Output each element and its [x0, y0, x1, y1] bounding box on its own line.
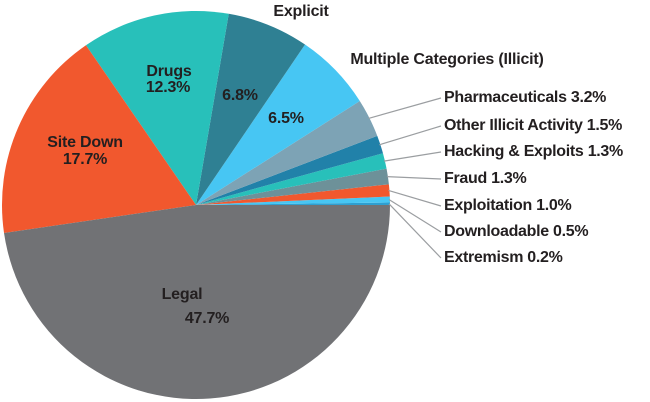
callout-other-illicit-activity: Other Illicit Activity 1.5%	[444, 115, 622, 137]
multiple-categories-slice-title: Multiple Categories (Illicit)	[350, 51, 544, 69]
explicit-slice-title: Explicit	[273, 3, 329, 21]
callout-hacking-exploits: Hacking & Exploits 1.3%	[444, 141, 623, 163]
callout-label: Extremism	[444, 249, 524, 266]
site-down-slice-value: 17.7%	[62, 151, 108, 169]
leader-line-hacking-exploits	[383, 151, 442, 162]
pharmaceuticals-slice	[196, 101, 378, 205]
callout-value: 1.5%	[586, 117, 623, 134]
callout-extremism: Extremism 0.2%	[444, 247, 563, 269]
callout-value: 0.5%	[553, 223, 589, 240]
downloadable-slice	[196, 196, 390, 205]
explicit-slice-value: 6.8%	[222, 87, 258, 105]
callout-exploitation: Exploitation 1.0%	[444, 195, 572, 217]
hacking-exploits-slice	[196, 153, 387, 205]
legal-slice	[4, 205, 391, 400]
callout-label: Exploitation	[444, 197, 532, 214]
explicit-slice	[196, 13, 306, 206]
callout-label: Fraud	[444, 170, 487, 187]
fraud-slice	[196, 168, 389, 205]
callout-value: 1.3%	[587, 143, 624, 160]
legal-slice-label: Legal	[161, 286, 203, 304]
leader-line-extremism	[388, 203, 442, 259]
drugs-slice-label: Drugs	[146, 63, 192, 81]
leader-line-other-illicit-activity	[379, 125, 442, 146]
leader-line-pharmaceuticals	[368, 97, 442, 120]
callout-label: Other Illicit Activity	[444, 117, 583, 134]
multiple-categories-illicit-slice	[196, 44, 360, 205]
callout-label: Pharmaceuticals	[444, 89, 567, 106]
extremism-slice	[196, 202, 390, 205]
leader-line-downloadable	[388, 199, 442, 233]
site-down-slice	[1, 45, 197, 233]
callout-pharmaceuticals: Pharmaceuticals 3.2%	[444, 87, 606, 109]
legal-slice-value: 47.7%	[184, 310, 230, 328]
callout-downloadable: Downloadable 0.5%	[444, 221, 589, 243]
callout-fraud: Fraud 1.3%	[444, 168, 527, 190]
callout-label: Hacking & Exploits	[444, 143, 584, 160]
site-down-slice-label: Site Down	[47, 134, 123, 152]
drugs-slice-value: 12.3%	[145, 79, 191, 97]
exploitation-slice	[196, 184, 390, 205]
callout-value: 1.0%	[536, 197, 572, 214]
other-illicit-activity-slice	[196, 135, 383, 205]
callout-value: 0.2%	[527, 249, 563, 266]
leader-line-fraud	[386, 176, 442, 180]
multiple-categories-slice-value: 6.5%	[268, 110, 304, 128]
callout-value: 1.3%	[491, 170, 527, 187]
callout-value: 3.2%	[570, 89, 607, 106]
callout-label: Downloadable	[444, 223, 549, 240]
drugs-slice	[85, 10, 229, 206]
leader-line-exploitation	[388, 189, 442, 207]
